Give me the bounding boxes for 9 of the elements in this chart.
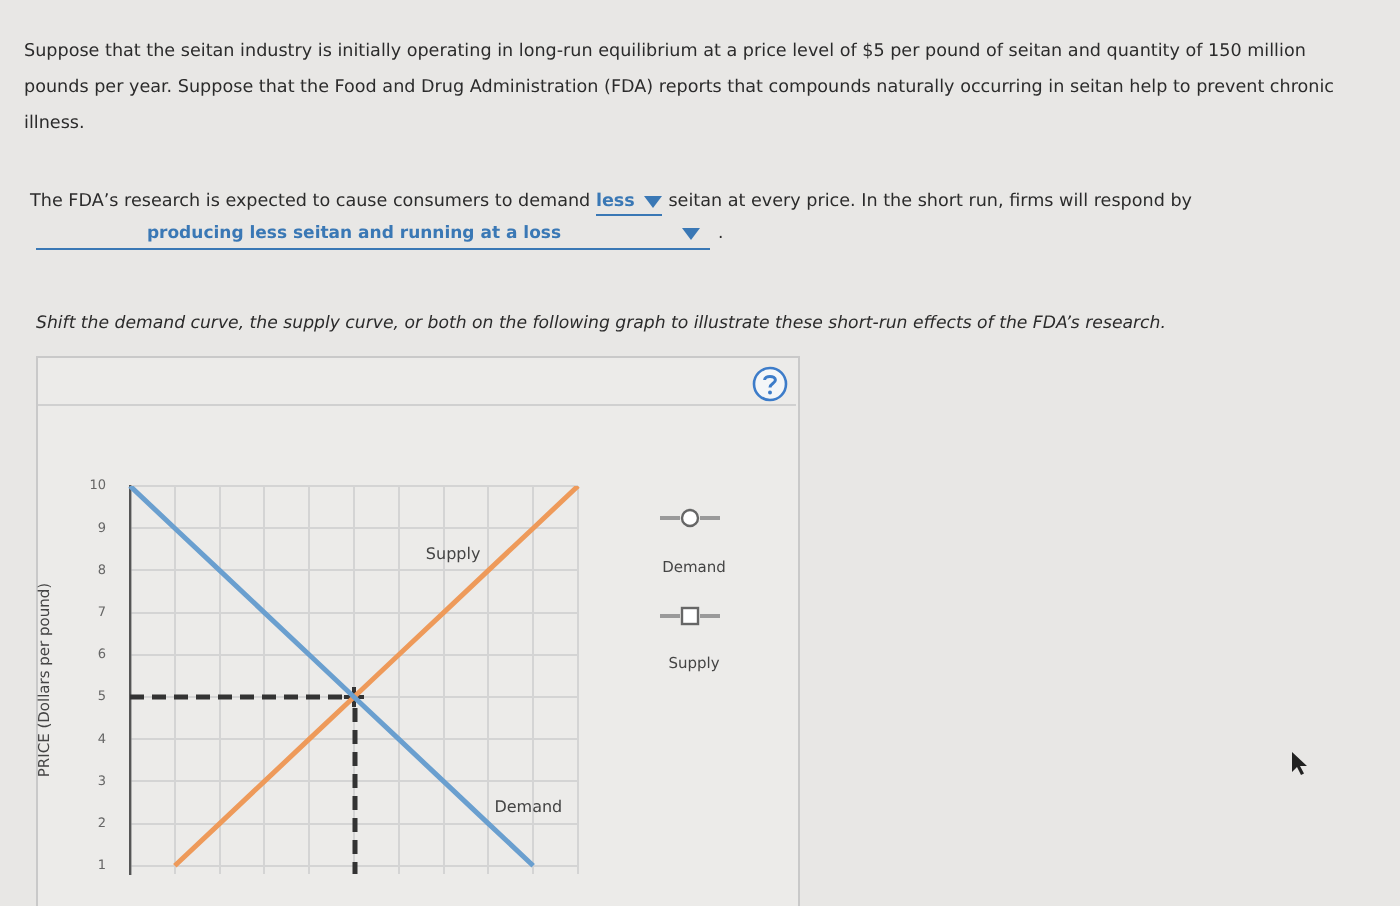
text: . bbox=[718, 224, 724, 244]
text: less bbox=[595, 192, 635, 212]
text: seitan at every price. In the short run, firms will respond by bbox=[666, 192, 1192, 212]
series-label: Demand bbox=[494, 797, 563, 816]
text: Suppose that the seitan industry is initially operating in long-run equilibrium at a price level of $5 per pound of seitan and quantity of 150 million pounds per year. Suppose that the Food and Drug Administration (FDA) reports that compounds naturally occurring in seitan help to prevent chronic illness. bbox=[24, 40, 1337, 138]
text: Shift the demand curve, the supply curve, or both on the following graph to illustrate these short-run effects of the FDA’s research. bbox=[36, 312, 1166, 338]
text: producing less seitan and running at a loss bbox=[144, 224, 564, 246]
series-label: Supply bbox=[425, 544, 481, 563]
text: The FDA’s research is expected to cause consumers to demand bbox=[30, 192, 593, 212]
